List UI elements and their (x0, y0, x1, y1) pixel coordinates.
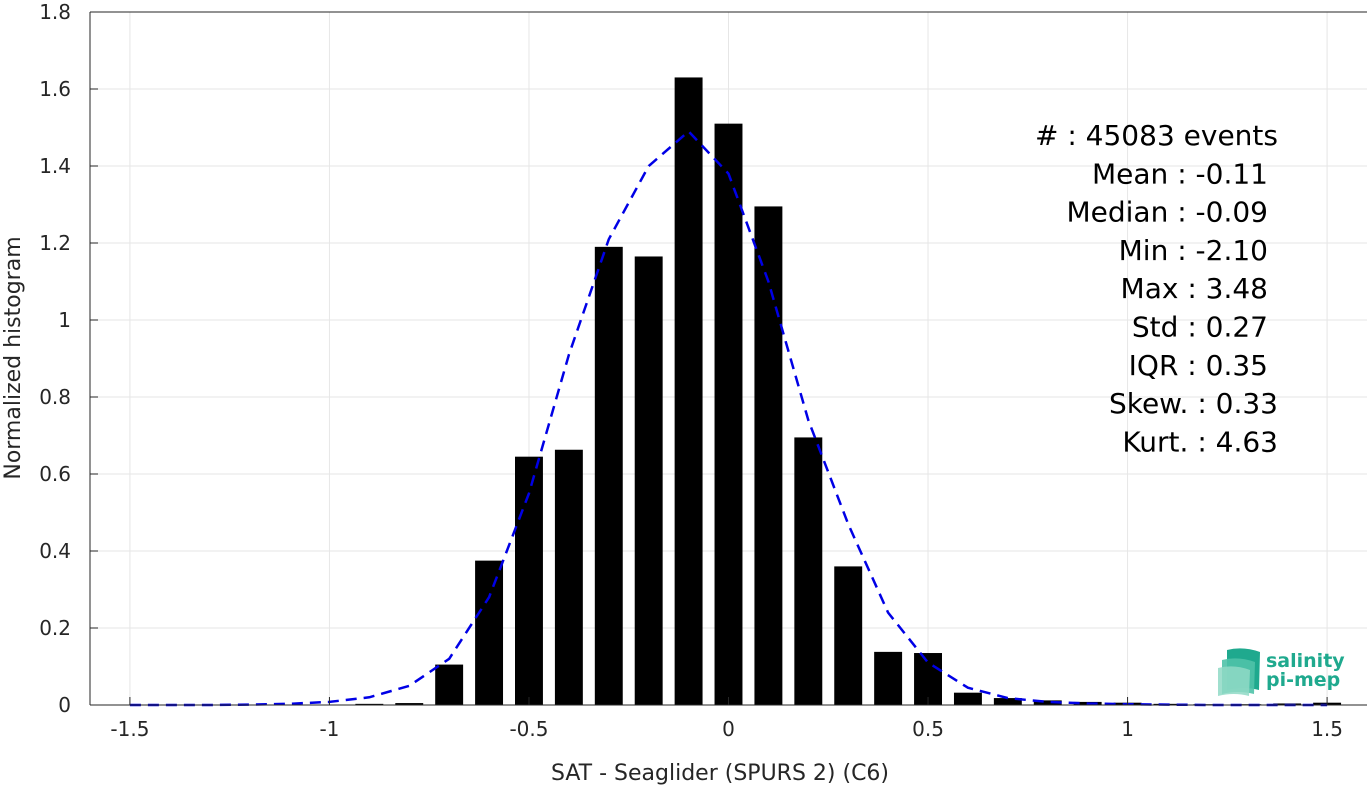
stat-line-6: IQR : 0.35 (1129, 349, 1268, 382)
bar-16 (754, 206, 783, 706)
y-tick-label-2: 0.4 (39, 539, 71, 563)
bar-8 (435, 664, 464, 705)
x-tick-label-4: 0.5 (912, 717, 944, 741)
logo-line2: pi-mep (1266, 669, 1340, 691)
x-tick-label-5: 1 (1121, 717, 1134, 741)
y-axis-label: Normalized histogram (1, 236, 26, 479)
y-tick-label-1: 0.2 (39, 616, 71, 640)
bars (315, 77, 1342, 706)
stats-box: # : 45083 events Mean : -0.11 Median : -0.… (1035, 119, 1278, 458)
y-tick-label-5: 1 (58, 308, 71, 332)
stat-line-3: Min : -2.10 (1119, 234, 1268, 267)
x-tick-label-2: -0.5 (509, 717, 548, 741)
bar-22 (993, 698, 1022, 705)
x-axis-label: SAT - Seaglider (SPURS 2) (C6) (551, 761, 889, 786)
x-tick-label-6: 1.5 (1311, 717, 1343, 741)
y-ticks: 0 0.2 0.4 0.6 0.8 1 1.2 1.4 1.6 1.8 (39, 0, 98, 717)
bar-21 (953, 692, 982, 705)
y-tick-label-4: 0.8 (39, 385, 71, 409)
stat-line-0: # : 45083 events (1035, 119, 1278, 152)
bar-9 (475, 560, 504, 705)
stat-line-8: Kurt. : 4.63 (1122, 425, 1278, 458)
x-tick-label-0: -1.5 (110, 717, 149, 741)
bar-13 (634, 256, 663, 705)
y-tick-label-6: 1.2 (39, 231, 71, 255)
stat-line-5: Std : 0.27 (1132, 311, 1268, 344)
stat-line-1: Mean : -0.11 (1092, 157, 1268, 190)
bar-20 (914, 653, 942, 705)
bar-17 (794, 437, 823, 705)
y-tick-label-3: 0.6 (39, 462, 71, 486)
bar-6 (355, 703, 384, 705)
bar-15 (714, 123, 743, 705)
bar-14 (674, 77, 703, 705)
bar-18 (834, 566, 863, 705)
salinity-pi-mep-logo: salinity pi-mep (1218, 648, 1345, 696)
bar-19 (874, 651, 903, 705)
bar-11 (554, 449, 583, 705)
logo-line1: salinity (1266, 650, 1345, 672)
bar-12 (594, 246, 623, 705)
x-tick-label-3: 0 (722, 717, 735, 741)
logo-icon (1218, 648, 1260, 696)
y-tick-label-8: 1.6 (39, 77, 71, 101)
y-tick-label-9: 1.8 (39, 0, 71, 24)
x-tick-label-1: -1 (319, 717, 339, 741)
bar-10 (515, 456, 543, 705)
bar-7 (395, 703, 424, 705)
y-tick-label-7: 1.4 (39, 154, 71, 178)
y-tick-label-0: 0 (58, 693, 71, 717)
stat-line-7: Skew. : 0.33 (1109, 387, 1278, 420)
stat-line-4: Max : 3.48 (1121, 272, 1268, 305)
stat-line-2: Median : -0.09 (1066, 196, 1268, 229)
x-ticks: -1.5 -1 -0.5 0 0.5 1 1.5 (110, 697, 1343, 741)
bar-23 (1033, 700, 1062, 705)
